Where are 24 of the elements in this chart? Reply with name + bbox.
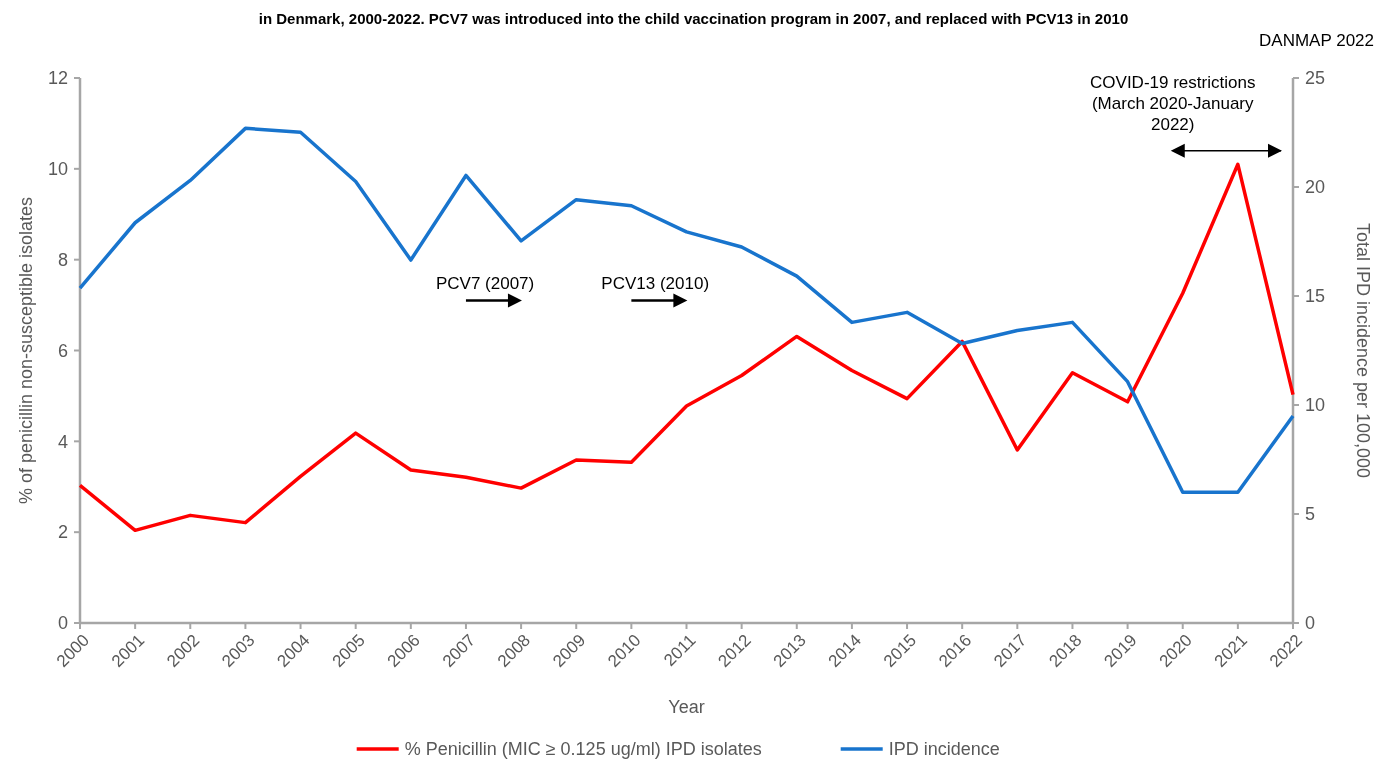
y-tick-label: 2 bbox=[57, 522, 68, 543]
y-tick-label: 10 bbox=[47, 159, 68, 180]
y-tick-label: 6 bbox=[57, 340, 68, 361]
annotation: PCV7 (2007) bbox=[435, 273, 535, 293]
y-tick-label: 12 bbox=[47, 68, 68, 89]
y2-tick-label: 15 bbox=[1305, 286, 1326, 307]
y-tick-label: 8 bbox=[57, 249, 68, 270]
line-series bbox=[78, 162, 1295, 533]
legend-label: IPD incidence bbox=[888, 739, 1000, 759]
y-axis-title: % of penicillin non-susceptible isolates bbox=[16, 196, 36, 505]
annotation: COVID-19 restrictions (March 2020-January 2022) bbox=[1090, 73, 1256, 134]
y2-tick-label: 20 bbox=[1305, 177, 1326, 198]
y2-tick-label: 0 bbox=[1305, 613, 1316, 634]
chart-subtitle: DANMAP 2022 bbox=[1259, 31, 1374, 50]
y2-tick-label: 5 bbox=[1305, 504, 1316, 525]
y2-axis-title: Total IPD incidence per 100,000 bbox=[1353, 222, 1373, 479]
annotation: PCV13 (2010) bbox=[601, 273, 710, 293]
y2-tick-label: 10 bbox=[1305, 395, 1326, 416]
legend-label: % Penicillin (MIC ≥ 0.125 ug/ml) IPD isolates bbox=[404, 739, 762, 759]
y2-tick-label: 25 bbox=[1305, 68, 1326, 89]
y-tick-label: 4 bbox=[57, 431, 68, 452]
chart-title: in Denmark, 2000-2022. PCV7 was introduced into the child vaccination program in 2007, and replaced with PCV13 in 2010 bbox=[258, 10, 1129, 27]
x-axis-title: Year bbox=[668, 697, 705, 717]
y-tick-label: 0 bbox=[57, 613, 68, 634]
